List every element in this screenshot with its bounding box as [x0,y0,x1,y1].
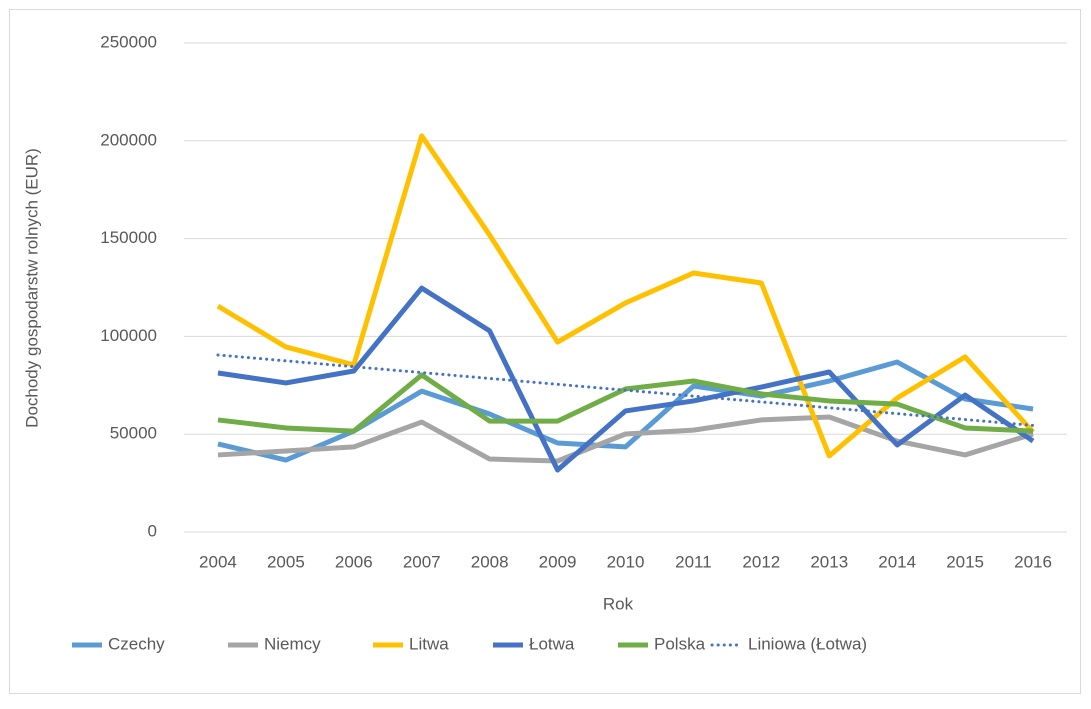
series-line [217,414,1034,464]
legend-label: Czechy [108,634,165,653]
y-axis-title: Dochody gospodarstw rolnych (EUR) [22,148,41,428]
y-tick-label: 150000 [100,228,157,247]
x-tick-label: 2015 [946,552,984,571]
series-line [217,285,1035,473]
x-tick-label: 2012 [742,552,780,571]
legend-label: Niemcy [264,634,321,653]
chart-border [9,9,1081,694]
x-tick-label: 2014 [878,552,916,571]
x-tick-label: 2004 [199,552,237,571]
x-tick-label: 2013 [810,552,848,571]
x-tick-label: 2006 [335,552,373,571]
trend-line [216,353,1035,427]
legend-label: Polska [654,634,706,653]
x-tick-label: 2009 [539,552,577,571]
series-line [216,133,1035,459]
x-tick-label: 2005 [267,552,305,571]
y-tick-label: 250000 [100,32,157,51]
x-axis-title: Rok [603,594,634,613]
x-tick-label: 2008 [471,552,509,571]
legend-label: Liniowa (Łotwa) [748,634,867,653]
legend-label: Litwa [409,634,449,653]
y-tick-label: 100000 [100,326,157,345]
x-tick-label: 2016 [1014,552,1052,571]
x-tick-label: 2010 [607,552,645,571]
legend-label: Łotwa [529,634,575,653]
y-tick-label: 0 [148,521,157,540]
x-tick-label: 2007 [403,552,441,571]
y-tick-label: 200000 [100,130,157,149]
y-tick-label: 50000 [110,424,157,443]
x-tick-label: 2011 [675,552,712,571]
